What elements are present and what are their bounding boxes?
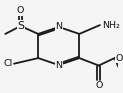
Text: N: N — [55, 61, 62, 70]
Text: O: O — [115, 54, 123, 63]
Text: NH₂: NH₂ — [102, 21, 120, 30]
Text: N: N — [55, 22, 62, 31]
Text: Cl: Cl — [4, 59, 13, 68]
Text: S: S — [17, 21, 24, 31]
Text: O: O — [95, 81, 102, 90]
Text: O: O — [17, 6, 24, 15]
